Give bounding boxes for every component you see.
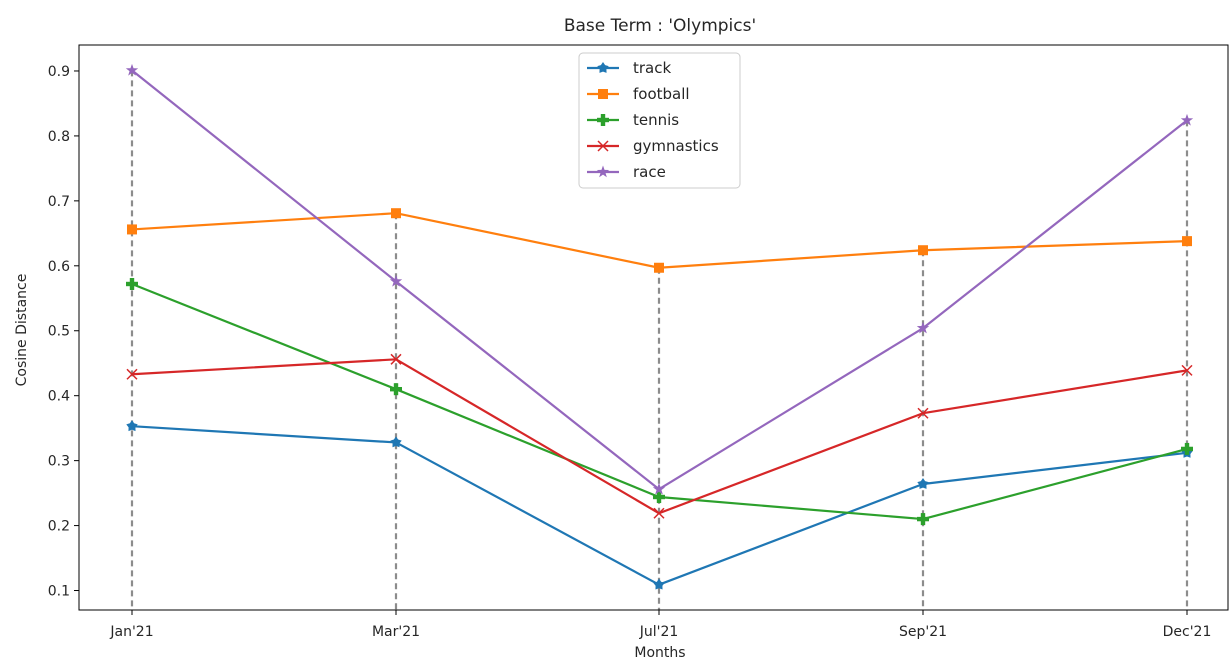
legend-marker (597, 140, 609, 152)
series-gymnastics (126, 353, 1193, 519)
legend-marker (597, 114, 609, 126)
y-tick-label: 0.6 (48, 259, 70, 275)
y-tick-label: 0.3 (48, 454, 70, 470)
data-point-football (918, 245, 928, 256)
x-tick-label: Dec'21 (1163, 624, 1212, 640)
series-line-football (131, 212, 1188, 269)
y-tick-label: 0.4 (48, 389, 70, 405)
data-point-race (1180, 113, 1194, 126)
legend-label: tennis (633, 111, 679, 129)
data-point-race (652, 482, 666, 495)
data-point-football (654, 262, 664, 273)
data-point-track (653, 578, 665, 590)
series-football (127, 208, 1192, 273)
y-tick-label: 0.7 (48, 194, 70, 210)
legend-item-football: football (587, 85, 690, 103)
data-point-gymnastics (126, 368, 138, 380)
legend-item-race: race (587, 163, 666, 181)
legend-item-track: track (587, 59, 671, 77)
x-axis-label: Months (634, 645, 685, 661)
legend-marker (598, 89, 608, 99)
data-point-tennis (390, 383, 402, 396)
y-axis-label: Cosine Distance (14, 274, 30, 387)
y-tick-label: 0.1 (48, 584, 70, 600)
data-point-tennis (126, 277, 138, 290)
series-layer (125, 63, 1194, 590)
data-point-gymnastics (390, 353, 402, 365)
y-tick-label: 0.5 (48, 324, 70, 340)
x-tick-label: Jan'21 (109, 624, 153, 640)
data-point-gymnastics (1181, 364, 1193, 376)
y-tick-label: 0.9 (48, 64, 70, 80)
x-tick-label: Jul'21 (639, 624, 679, 640)
legend-box (578, 52, 741, 189)
y-axis: 0.1 0.2 0.3 0.4 0.5 0.6 0.7 0.8 0.9 (48, 64, 79, 600)
data-point-race (916, 321, 930, 334)
data-point-track (126, 420, 138, 432)
data-point-race (389, 274, 403, 287)
series-tennis (126, 277, 1193, 526)
x-tick-label: Mar'21 (372, 624, 420, 640)
data-point-gymnastics (917, 407, 929, 419)
data-point-football (127, 224, 137, 235)
y-tick-label: 0.2 (48, 519, 70, 535)
series-race (125, 63, 1194, 495)
chart-title: Base Term : 'Olympics' (564, 16, 756, 36)
series-track (126, 420, 1193, 590)
data-point-football (391, 208, 401, 219)
legend-label: football (633, 85, 690, 103)
data-point-tennis (1181, 442, 1193, 455)
plot-frame (78, 44, 1229, 611)
data-point-tennis (653, 491, 665, 503)
legend-item-tennis: tennis (587, 111, 679, 129)
data-point-tennis (917, 513, 929, 526)
vertical-guide-lines (130, 70, 1189, 610)
y-tick-label: 0.8 (48, 129, 70, 145)
legend: track football tennis gymnastics race (578, 52, 741, 189)
legend-item-gymnastics: gymnastics (587, 137, 719, 155)
x-axis: Jan'21 Mar'21 Jul'21 Sep'21 Dec'21 (109, 610, 1211, 640)
legend-label: track (633, 59, 671, 77)
data-point-track (390, 436, 402, 448)
data-point-football (1182, 236, 1192, 247)
data-point-gymnastics (653, 507, 665, 519)
legend-label: gymnastics (633, 137, 719, 155)
legend-marker (597, 62, 609, 73)
data-point-track (917, 478, 929, 489)
x-tick-label: Sep'21 (899, 624, 947, 640)
legend-marker (596, 165, 610, 178)
data-point-race (125, 63, 139, 76)
legend-label: race (633, 163, 666, 181)
